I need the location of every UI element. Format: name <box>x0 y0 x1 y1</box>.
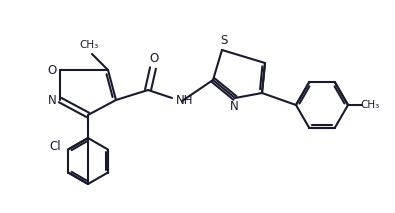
Text: Cl: Cl <box>49 140 61 153</box>
Text: S: S <box>220 35 228 47</box>
Text: CH₃: CH₃ <box>360 100 380 110</box>
Text: O: O <box>149 52 159 65</box>
Text: N: N <box>229 101 238 114</box>
Text: O: O <box>47 63 56 76</box>
Text: CH₃: CH₃ <box>79 40 99 50</box>
Text: N: N <box>48 94 56 106</box>
Text: NH: NH <box>176 94 194 106</box>
